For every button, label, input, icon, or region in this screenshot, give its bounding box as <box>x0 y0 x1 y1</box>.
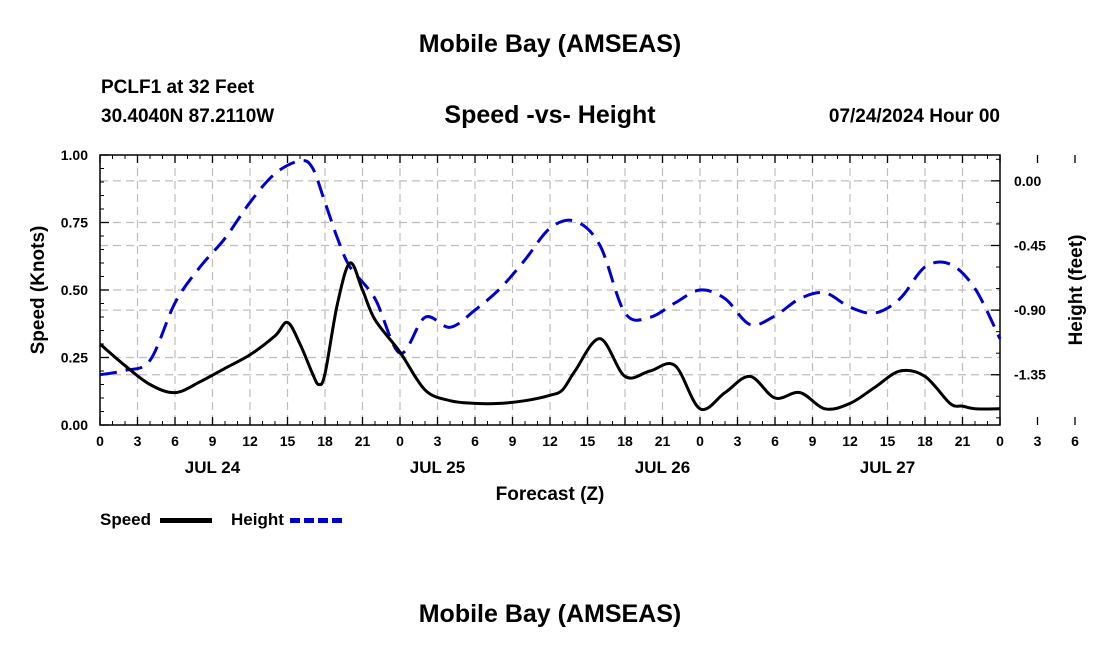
x-tick-label: 18 <box>917 433 933 449</box>
coordinates-label: 30.4040N 87.2110W <box>101 106 275 127</box>
chart-subtitle: Speed -vs- Height <box>444 101 656 129</box>
y-tick-label-left: 1.00 <box>61 147 88 163</box>
footer-title: Mobile Bay (AMSEAS) <box>418 600 682 628</box>
series-line-height <box>99 158 1002 377</box>
x-tick-label: 21 <box>355 433 371 449</box>
x-tick-label: 15 <box>580 433 596 449</box>
y-tick-label-right: 0.00 <box>1014 173 1041 189</box>
x-axis-label: Forecast (Z) <box>496 484 605 505</box>
x-tick-label: 3 <box>134 433 142 449</box>
day-label: JUL 26 <box>635 458 690 477</box>
x-tick-label: 0 <box>396 433 404 449</box>
chart-title: Mobile Bay (AMSEAS) <box>418 30 682 58</box>
forecast-date: 07/24/2024 Hour 00 <box>828 106 1000 127</box>
day-label: JUL 24 <box>185 458 241 477</box>
x-tick-label: 0 <box>996 433 1004 449</box>
legend-speed-line <box>160 518 212 523</box>
x-tick-label: 6 <box>1071 433 1079 449</box>
x-tick-label: 3 <box>734 433 742 449</box>
y-tick-label-left: 0.00 <box>61 417 88 433</box>
x-tick-label: 15 <box>880 433 896 449</box>
legend-speed-label: Speed <box>100 510 152 529</box>
x-tick-label: 6 <box>771 433 779 449</box>
x-tick-label: 21 <box>955 433 971 449</box>
x-tick-label: 12 <box>242 433 258 449</box>
x-tick-label: 18 <box>317 433 333 449</box>
day-label: JUL 25 <box>410 458 465 477</box>
y-tick-label-right: -0.45 <box>1014 237 1046 253</box>
x-tick-label: 3 <box>1034 433 1042 449</box>
x-tick-label: 6 <box>171 433 179 449</box>
station-label: PCLF1 at 32 Feet <box>101 77 255 98</box>
x-tick-label: 18 <box>617 433 633 449</box>
y-tick-label-left: 0.50 <box>61 282 88 298</box>
series-line-speed <box>99 261 1001 412</box>
y-axis-label-left: Speed (Knots) <box>28 226 49 355</box>
x-tick-label: 9 <box>809 433 817 449</box>
y-tick-label-right: -0.90 <box>1014 302 1046 318</box>
x-tick-label: 3 <box>434 433 442 449</box>
legend-height-label: Height <box>231 510 284 529</box>
x-tick-label: 15 <box>280 433 296 449</box>
x-tick-label: 6 <box>471 433 479 449</box>
x-tick-label: 12 <box>842 433 858 449</box>
x-tick-label: 9 <box>509 433 517 449</box>
x-tick-label: 9 <box>209 433 217 449</box>
y-axis-label-right: Height (feet) <box>1066 235 1087 346</box>
y-tick-label-left: 0.75 <box>61 215 88 231</box>
x-tick-label: 21 <box>655 433 671 449</box>
y-tick-label-left: 0.25 <box>61 350 88 366</box>
x-tick-label: 0 <box>696 433 704 449</box>
legend-height-line <box>290 518 342 523</box>
x-tick-label: 0 <box>96 433 104 449</box>
day-label: JUL 27 <box>860 458 915 477</box>
y-tick-label-right: -1.35 <box>1014 367 1046 383</box>
x-tick-label: 12 <box>542 433 558 449</box>
